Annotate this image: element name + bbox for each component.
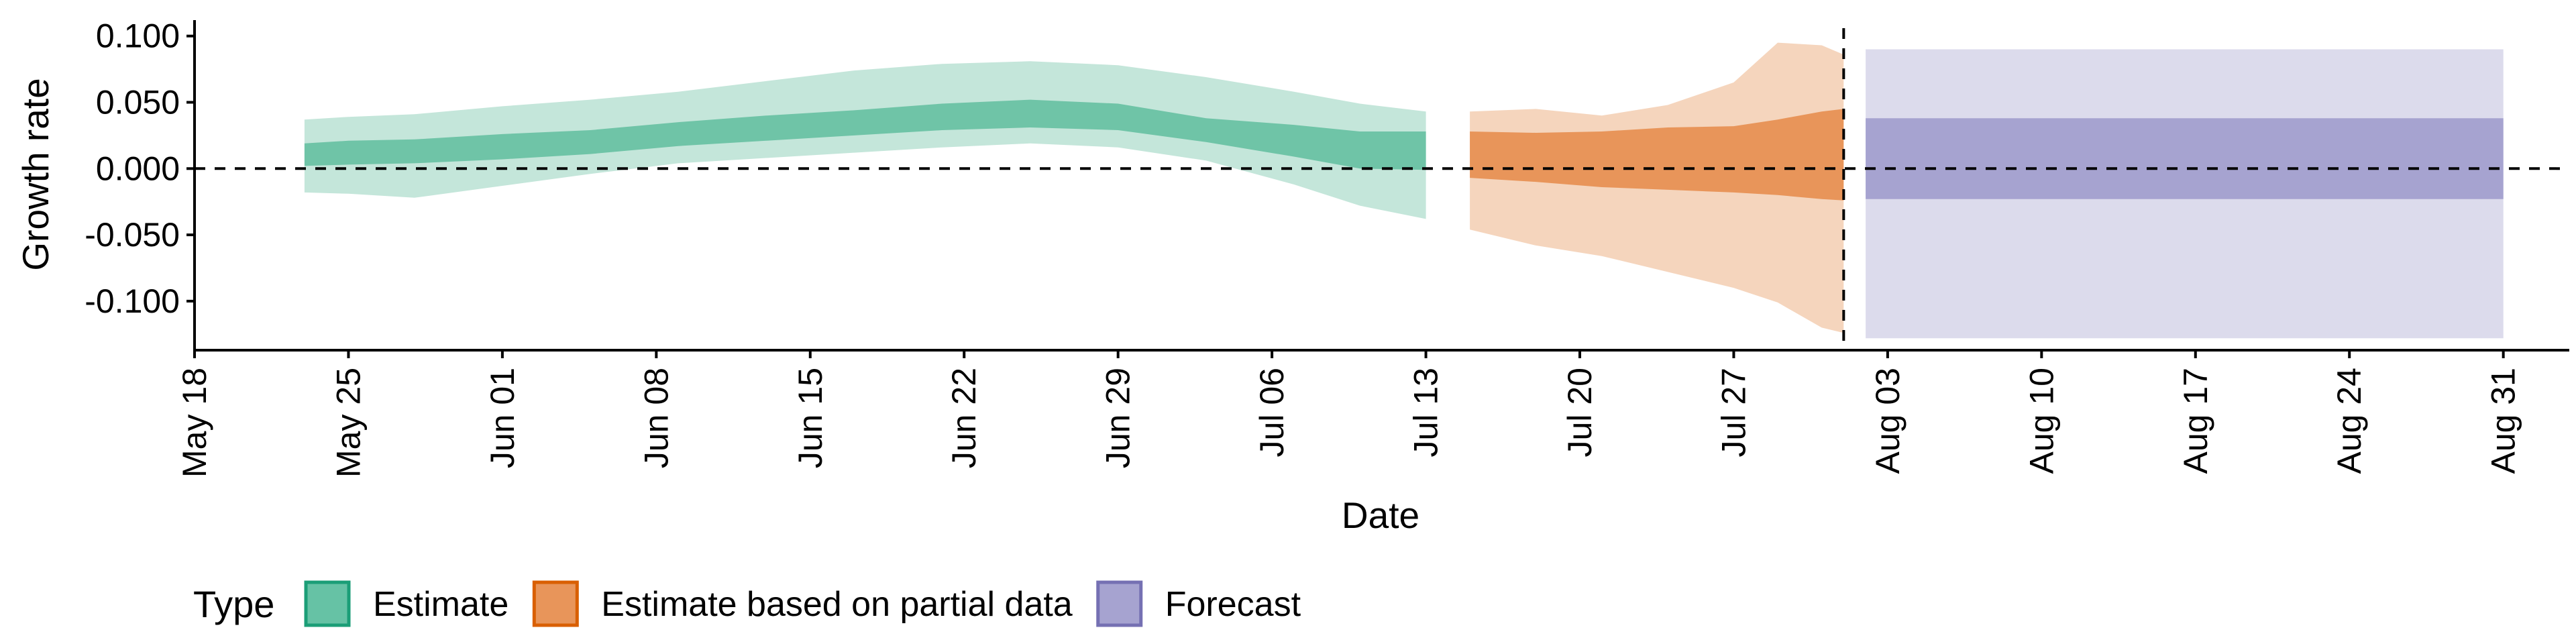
x-tick-label: Jun 15: [792, 368, 829, 468]
x-tick-label: May 18: [176, 368, 213, 478]
y-tick-label: 0.100: [96, 17, 180, 55]
x-tick-label: May 25: [329, 368, 367, 478]
estimate-inner-band: [304, 99, 1426, 170]
x-tick-label: Jul 13: [1407, 368, 1445, 457]
axes: 0.100 0.050 0.000 -0.050 -0.100 May 18 May 25 J…: [85, 17, 2569, 478]
reference-lines: [195, 28, 2569, 350]
x-tick-label: Jul 27: [1715, 368, 1752, 457]
legend-key-estimate-based-on-partial-data: [532, 580, 579, 627]
x-tick-label: Aug 24: [2330, 368, 2368, 474]
x-tick-label: Jul 06: [1253, 368, 1291, 457]
x-tick-label: Jun 08: [637, 368, 675, 468]
y-tick-label: 0.050: [96, 84, 180, 121]
legend-label-forecast: Forecast: [1165, 585, 1301, 624]
forecast-inner-band: [1866, 118, 2504, 199]
legend-label-estimate: Estimate: [373, 585, 508, 624]
y-tick-label: -0.050: [85, 216, 180, 254]
x-tick-label: Jul 20: [1561, 368, 1599, 457]
legend-title: Type: [193, 583, 274, 625]
x-tick-label: Aug 03: [1869, 368, 1907, 474]
legend: Type Estimate Estimate based on partial da…: [193, 580, 1301, 627]
x-axis-title: Date: [1342, 494, 1419, 536]
uncertainty-bands: [304, 42, 2504, 339]
y-axis-title: Growth rate: [15, 78, 56, 270]
x-tick-label: Aug 10: [2023, 368, 2060, 474]
y-tick-label: -0.100: [85, 282, 180, 320]
estimate-outer-band: [304, 61, 1426, 219]
x-tick-label: Jun 29: [1099, 368, 1137, 468]
x-tick-label: Aug 17: [2177, 368, 2214, 474]
x-tick-label: Aug 31: [2485, 368, 2522, 474]
x-tick-label: Jun 01: [484, 368, 521, 468]
legend-key-forecast: [1096, 580, 1143, 627]
y-tick-label: 0.000: [96, 150, 180, 187]
x-tick-label: Jun 22: [945, 368, 983, 468]
legend-label-estimate-based-on-partial-data: Estimate based on partial data: [601, 585, 1073, 624]
legend-key-estimate: [304, 580, 351, 627]
estimate-based-on-partial-data-inner-band: [1470, 109, 1844, 201]
